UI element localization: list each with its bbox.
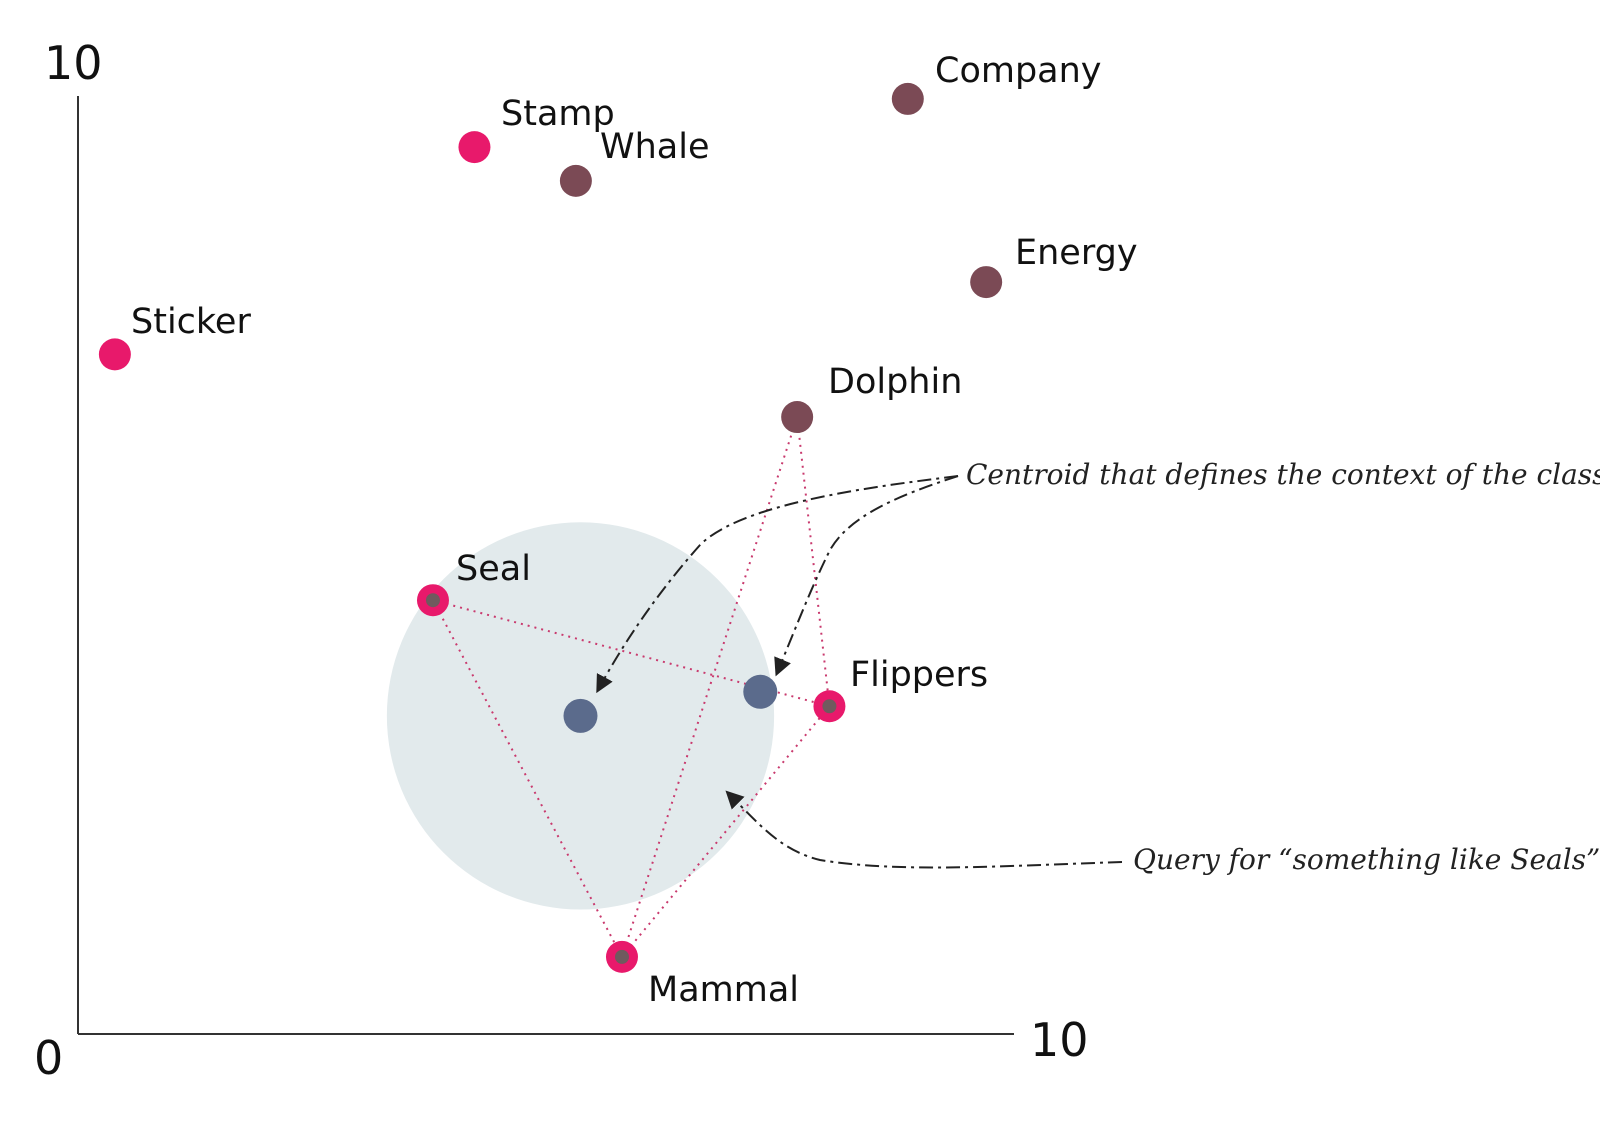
y-axis-max-label: 10 — [44, 36, 103, 90]
centroid-arrow-to-class-centroid — [774, 475, 959, 677]
label-flippers: Flippers — [850, 655, 988, 695]
label-dolphin: Dolphin — [828, 362, 962, 402]
x-axis-max-label: 10 — [1030, 1013, 1089, 1067]
point-energy — [970, 266, 1003, 299]
link-seal-mammal — [432, 599, 623, 958]
centroid-annotation: Centroid that defines the context of the… — [966, 458, 1600, 491]
label-whale: Whale — [600, 127, 710, 167]
link-mammal-flippers — [621, 705, 831, 958]
query-arrow — [725, 790, 1123, 869]
point-flippers-inner-dot — [822, 699, 837, 714]
centroid-arrow-to-query-centroid — [596, 475, 959, 694]
label-company: Company — [935, 51, 1102, 91]
word-points — [98, 82, 1003, 973]
label-sticker: Sticker — [131, 302, 251, 342]
point-dolphin — [781, 401, 814, 434]
query-annotation: Query for “something like Seals” — [1133, 843, 1600, 876]
class-centroid — [743, 674, 778, 709]
label-mammal: Mammal — [648, 970, 799, 1010]
label-energy: Energy — [1015, 233, 1138, 273]
label-stamp: Stamp — [501, 94, 615, 134]
point-sticker — [98, 338, 131, 371]
relationship-links — [432, 416, 831, 958]
point-whale — [559, 164, 592, 197]
query-centroid — [563, 698, 598, 733]
origin-label: 0 — [34, 1031, 63, 1085]
centroids — [563, 674, 778, 733]
point-seal-inner-dot — [425, 593, 440, 608]
point-stamp — [458, 131, 491, 164]
point-mammal-inner-dot — [614, 949, 629, 964]
point-company — [891, 82, 924, 115]
label-seal: Seal — [456, 549, 531, 589]
